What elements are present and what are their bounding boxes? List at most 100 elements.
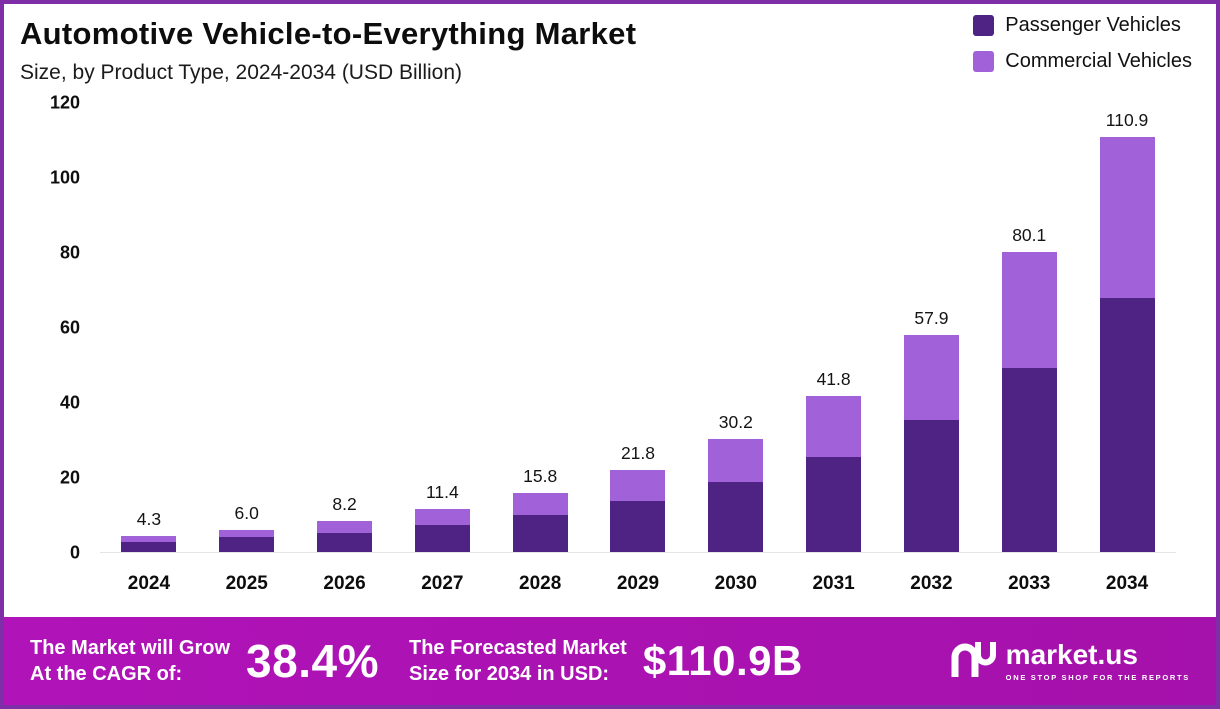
y-axis-tick: 120 bbox=[49, 92, 80, 113]
stacked-bar[interactable] bbox=[219, 529, 275, 552]
stacked-bar[interactable] bbox=[512, 492, 568, 552]
legend-label: Passenger Vehicles bbox=[1005, 14, 1181, 36]
segment-commercial-vehicles[interactable] bbox=[708, 439, 764, 483]
stacked-bar[interactable] bbox=[414, 509, 470, 552]
bar-group: 57.9 bbox=[883, 103, 981, 552]
segment-commercial-vehicles[interactable] bbox=[806, 395, 862, 457]
segment-passenger-vehicles[interactable] bbox=[610, 501, 666, 552]
stacked-bar[interactable] bbox=[806, 395, 862, 552]
bar-total-label: 110.9 bbox=[1105, 110, 1149, 131]
cagr-value: 38.4% bbox=[246, 635, 379, 687]
y-axis-tick: 100 bbox=[49, 167, 80, 188]
forecast-label-line1: The Forecasted Market bbox=[408, 637, 627, 659]
cagr-label: The Market will Grow At the CAGR of: bbox=[30, 635, 230, 687]
forecast-label-line2: Size for 2034 in USD: bbox=[408, 663, 610, 685]
plot-area: 4.3 6.0 8.2 11.4 15.8 21.8 30.2 41.8 57.9 80.1 110… bbox=[100, 103, 1176, 553]
y-axis-tick: 0 bbox=[69, 542, 80, 563]
bar-total-label: 30.2 bbox=[718, 412, 753, 433]
x-axis-label: 2033 bbox=[1008, 573, 1051, 594]
legend-item-passenger-vehicles[interactable]: Passenger Vehicles bbox=[973, 14, 1192, 37]
segment-commercial-vehicles[interactable] bbox=[512, 492, 568, 515]
footer-banner: The Market will Grow At the CAGR of: 38.… bbox=[4, 617, 1216, 705]
bar-group: 6.0 bbox=[198, 103, 296, 552]
segment-passenger-vehicles[interactable] bbox=[903, 420, 959, 552]
segment-passenger-vehicles[interactable] bbox=[317, 532, 373, 552]
segment-commercial-vehicles[interactable] bbox=[121, 535, 177, 542]
legend-swatch-commercial-icon bbox=[973, 51, 995, 72]
stacked-bar[interactable] bbox=[903, 335, 959, 552]
y-axis-tick: 80 bbox=[59, 242, 80, 263]
page-title: Automotive Vehicle-to-Everything Market bbox=[20, 16, 637, 51]
segment-commercial-vehicles[interactable] bbox=[1099, 137, 1155, 298]
legend-item-commercial-vehicles[interactable]: Commercial Vehicles bbox=[973, 50, 1192, 73]
bar-group: 41.8 bbox=[785, 103, 883, 552]
bar-group: 30.2 bbox=[687, 103, 785, 552]
x-axis-label: 2031 bbox=[812, 573, 855, 594]
forecast-value: $110.9B bbox=[642, 637, 803, 684]
bar-total-label: 8.2 bbox=[332, 494, 357, 515]
x-axis-label: 2034 bbox=[1105, 573, 1149, 594]
stacked-bar[interactable] bbox=[317, 521, 373, 552]
segment-passenger-vehicles[interactable] bbox=[708, 482, 764, 552]
segment-passenger-vehicles[interactable] bbox=[512, 514, 568, 552]
legend-swatch-passenger-icon bbox=[973, 15, 995, 36]
bar-total-label: 57.9 bbox=[914, 308, 949, 329]
segment-commercial-vehicles[interactable] bbox=[1001, 252, 1057, 368]
y-axis-tick: 20 bbox=[59, 467, 80, 488]
stacked-bar[interactable] bbox=[1099, 137, 1155, 552]
segment-commercial-vehicles[interactable] bbox=[317, 521, 373, 533]
segment-passenger-vehicles[interactable] bbox=[121, 541, 177, 552]
brand-logo[interactable]: market.us ONE STOP SHOP FOR THE REPORTS bbox=[948, 640, 1190, 683]
bar-total-label: 6.0 bbox=[234, 502, 259, 523]
segment-passenger-vehicles[interactable] bbox=[1001, 367, 1057, 552]
bar-total-label: 41.8 bbox=[816, 368, 851, 389]
x-axis-label: 2032 bbox=[910, 573, 953, 594]
brand-name: market.us bbox=[1005, 638, 1138, 670]
stacked-bar[interactable] bbox=[121, 535, 177, 552]
segment-commercial-vehicles[interactable] bbox=[903, 335, 959, 421]
x-axis-label: 2024 bbox=[127, 573, 171, 594]
bar-total-label: 4.3 bbox=[136, 508, 162, 529]
y-axis: 0 20 40 60 80 100 120 bbox=[14, 93, 80, 563]
bar-group: 21.8 bbox=[589, 103, 687, 552]
x-axis-label: 2026 bbox=[323, 573, 366, 594]
segment-commercial-vehicles[interactable] bbox=[610, 470, 666, 502]
market-us-logo-icon bbox=[948, 640, 996, 683]
segment-passenger-vehicles[interactable] bbox=[1099, 297, 1155, 552]
bar-total-label: 15.8 bbox=[523, 465, 558, 486]
chart-header: Automotive Vehicle-to-Everything Market … bbox=[4, 4, 1216, 85]
page-subtitle: Size, by Product Type, 2024-2034 (USD Bi… bbox=[20, 61, 463, 84]
chart-region: 0 20 40 60 80 100 120 4.3 6.0 8.2 11.4 15.8 21.8 30.… bbox=[14, 87, 1206, 617]
bar-total-label: 21.8 bbox=[620, 443, 655, 464]
stacked-bar[interactable] bbox=[1001, 252, 1057, 552]
segment-passenger-vehicles[interactable] bbox=[219, 537, 275, 552]
segment-commercial-vehicles[interactable] bbox=[219, 529, 275, 538]
brand-tagline: ONE STOP SHOP FOR THE REPORTS bbox=[1005, 672, 1190, 682]
bar-group: 11.4 bbox=[393, 103, 491, 552]
x-axis-label: 2025 bbox=[225, 573, 268, 594]
y-axis-tick: 60 bbox=[59, 317, 80, 338]
brand-text: market.us ONE STOP SHOP FOR THE REPORTS bbox=[1005, 638, 1190, 682]
bar-group: 4.3 bbox=[100, 103, 198, 552]
y-axis-tick: 40 bbox=[59, 392, 80, 413]
stacked-bar[interactable] bbox=[610, 470, 666, 552]
segment-passenger-vehicles[interactable] bbox=[806, 456, 862, 552]
bar-total-label: 11.4 bbox=[425, 482, 459, 503]
forecast-label: The Forecasted Market Size for 2034 in U… bbox=[409, 635, 627, 687]
x-axis-label: 2027 bbox=[421, 573, 464, 594]
x-axis-label: 2029 bbox=[616, 573, 660, 594]
bar-total-label: 80.1 bbox=[1012, 225, 1047, 246]
segment-commercial-vehicles[interactable] bbox=[414, 509, 470, 526]
bar-group: 110.9 bbox=[1078, 103, 1176, 552]
bar-group: 15.8 bbox=[491, 103, 589, 552]
stacked-bar[interactable] bbox=[708, 439, 764, 552]
legend: Passenger Vehicles Commercial Vehicles bbox=[973, 14, 1192, 73]
segment-passenger-vehicles[interactable] bbox=[414, 525, 470, 552]
x-axis-label: 2030 bbox=[714, 573, 757, 594]
cagr-label-line1: The Market will Grow bbox=[30, 637, 231, 659]
x-axis-label: 2028 bbox=[519, 573, 562, 594]
bar-group: 80.1 bbox=[980, 103, 1078, 552]
x-axis: 2024 2025 2026 2027 2028 2029 2030 2031 2032 2033… bbox=[100, 563, 1176, 605]
bar-group: 8.2 bbox=[296, 103, 394, 552]
